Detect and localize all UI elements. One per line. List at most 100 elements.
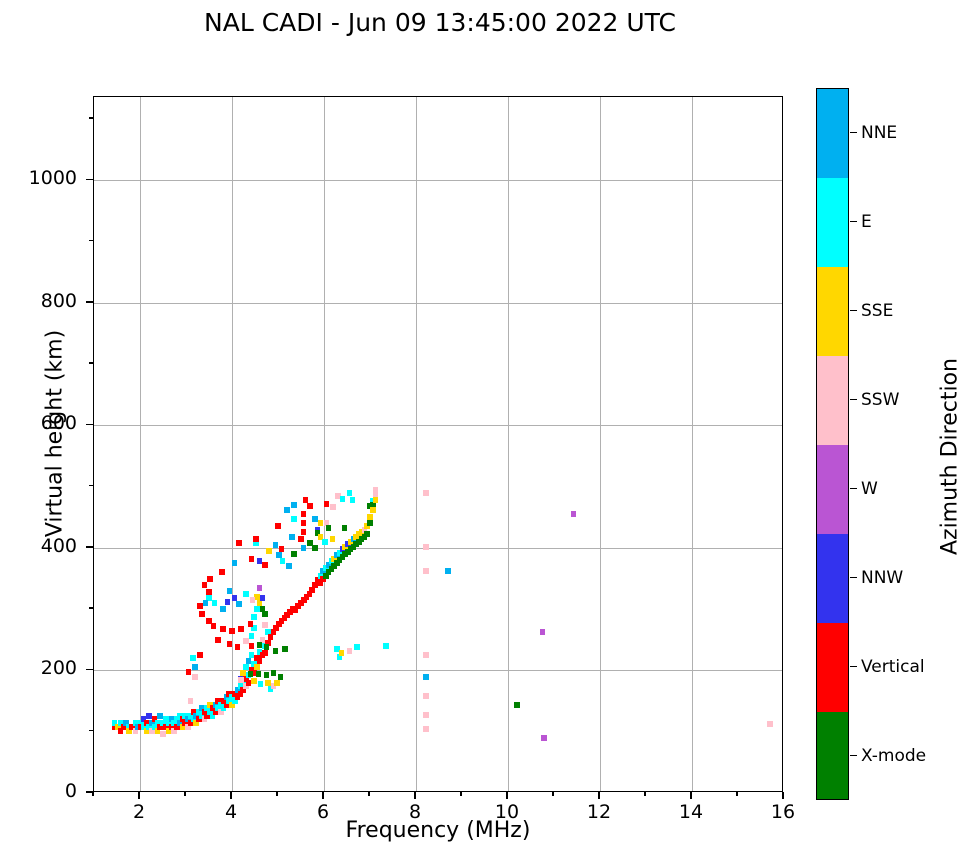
echo-point xyxy=(302,497,309,504)
echo-point xyxy=(218,709,224,716)
colorbar-label-ssw: SSW xyxy=(861,389,900,410)
colorbar-tick xyxy=(850,754,857,757)
page-title: NAL CADI - Jun 09 13:45:00 2022 UTC xyxy=(204,8,676,37)
colorbar-tick xyxy=(850,398,857,401)
echo-point xyxy=(339,554,346,561)
echo-point xyxy=(267,633,274,640)
echo-point xyxy=(253,540,259,547)
colorbar-label-x-mode: X-mode xyxy=(861,745,927,766)
echo-point xyxy=(423,726,429,733)
echo-point xyxy=(286,563,292,570)
echo-point xyxy=(312,515,318,522)
echo-point xyxy=(342,551,348,558)
echo-point xyxy=(157,712,163,719)
gridline-horizontal xyxy=(94,547,782,549)
echo-point xyxy=(281,615,288,622)
echo-point xyxy=(226,587,233,594)
echo-point xyxy=(306,590,313,597)
echo-point xyxy=(423,651,429,658)
colorbar-tick xyxy=(850,487,857,490)
echo-point xyxy=(314,576,321,583)
x-tick xyxy=(230,792,232,799)
echo-point xyxy=(265,679,271,686)
x-tick-minor xyxy=(644,792,646,796)
echo-point xyxy=(541,734,547,741)
echo-point xyxy=(190,655,196,662)
x-tick xyxy=(782,792,784,799)
echo-point xyxy=(234,644,241,651)
echo-point xyxy=(347,546,354,553)
echo-point xyxy=(303,593,310,600)
echo-point xyxy=(255,670,262,677)
echo-point xyxy=(176,712,183,719)
echo-point xyxy=(212,701,219,708)
echo-point xyxy=(256,558,263,565)
gridline-horizontal xyxy=(94,425,782,427)
echo-point xyxy=(298,600,304,607)
echo-point xyxy=(336,653,343,660)
echo-point xyxy=(325,525,332,532)
echo-point xyxy=(259,595,266,602)
echo-point xyxy=(259,652,266,659)
echo-point xyxy=(207,575,213,582)
echo-point xyxy=(220,705,227,712)
echo-point xyxy=(168,716,175,723)
echo-point xyxy=(350,543,357,550)
echo-point xyxy=(236,601,242,608)
echo-point xyxy=(334,560,340,567)
echo-point xyxy=(383,642,389,649)
echo-point xyxy=(243,638,249,645)
echo-point xyxy=(201,709,208,716)
echo-point xyxy=(329,536,336,543)
echo-point xyxy=(243,663,249,670)
echo-point xyxy=(207,701,213,708)
colorbar-tick xyxy=(850,665,857,668)
echo-point xyxy=(312,581,318,588)
echo-point xyxy=(350,536,357,543)
echo-point xyxy=(445,568,451,575)
echo-point xyxy=(176,720,183,727)
y-tick-minor xyxy=(89,730,93,732)
colorbar-label-e: E xyxy=(861,211,872,232)
echo-point xyxy=(149,720,155,727)
gridline-horizontal xyxy=(94,180,782,182)
echo-point xyxy=(196,716,202,723)
echo-point xyxy=(202,600,209,607)
echo-point xyxy=(539,628,546,635)
x-tick xyxy=(322,792,324,799)
echo-point xyxy=(320,568,326,575)
echo-point xyxy=(129,723,135,730)
echo-point xyxy=(240,687,246,694)
echo-point xyxy=(140,723,147,730)
echo-point xyxy=(325,562,332,569)
echo-point xyxy=(254,593,260,600)
echo-point xyxy=(160,720,166,727)
echo-point xyxy=(187,712,194,719)
y-tick-minor xyxy=(89,484,93,487)
echo-point xyxy=(323,572,329,579)
echo-point xyxy=(215,698,221,705)
echo-point xyxy=(273,624,279,631)
plot-area xyxy=(93,96,783,792)
y-tick-label: 400 xyxy=(40,534,77,557)
echo-point xyxy=(358,536,365,543)
echo-point xyxy=(248,667,255,674)
echo-point xyxy=(323,500,330,507)
echo-point xyxy=(237,683,244,690)
echo-point xyxy=(423,711,429,718)
echo-point xyxy=(204,705,210,712)
gridline-vertical xyxy=(232,97,233,791)
echo-point xyxy=(140,716,147,723)
colorbar-tick xyxy=(850,131,857,134)
echo-point xyxy=(201,716,208,723)
echo-point xyxy=(218,701,224,708)
echo-point xyxy=(251,669,257,676)
echo-point xyxy=(207,709,213,716)
echo-point xyxy=(292,607,299,614)
echo-point xyxy=(151,716,158,723)
echo-point xyxy=(331,555,337,562)
x-tick xyxy=(506,792,508,799)
echo-point xyxy=(320,575,326,582)
echo-point xyxy=(126,727,132,734)
echo-point xyxy=(334,552,340,559)
